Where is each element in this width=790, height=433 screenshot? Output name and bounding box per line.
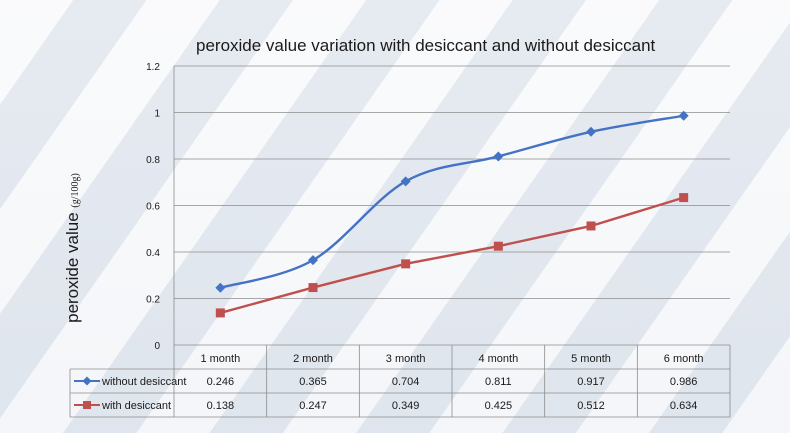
legend-series-name: with desiccant <box>101 400 171 412</box>
x-category-label: 4 month <box>478 353 518 365</box>
y-tick-label: 1 <box>154 109 160 120</box>
y-tick-label: 0.6 <box>146 202 160 213</box>
table-cell-value: 0.246 <box>207 376 235 388</box>
table-cell-value: 0.811 <box>485 376 512 388</box>
table-cell-value: 0.986 <box>670 376 698 388</box>
x-category-label: 5 month <box>571 353 611 365</box>
table-cell-value: 0.704 <box>392 376 420 388</box>
chart-title: peroxide value variation with desiccant … <box>196 36 656 55</box>
y-tick-label: 1.2 <box>146 62 160 73</box>
y-tick-label: 0 <box>154 341 160 352</box>
x-category-label: 6 month <box>664 353 704 365</box>
table-cell-value: 0.512 <box>577 400 605 412</box>
y-tick-label: 0.2 <box>146 295 160 306</box>
table-cell-value: 0.365 <box>299 376 327 388</box>
data-point-diamond <box>678 110 689 121</box>
data-point-square <box>401 259 411 269</box>
data-point-square <box>679 193 689 203</box>
table-cell-value: 0.634 <box>670 400 698 412</box>
data-point-diamond <box>215 282 226 293</box>
y-tick-label: 0.8 <box>146 155 160 166</box>
legend-series-name: without desiccant <box>101 376 186 388</box>
x-category-label: 3 month <box>386 353 426 365</box>
data-point-diamond <box>586 126 596 137</box>
series-line-without-desiccant <box>219 114 684 289</box>
data-point-diamond <box>308 255 318 266</box>
y-tick-label: 0.4 <box>146 248 160 259</box>
table-cell-value: 0.138 <box>207 400 235 412</box>
data-point-square <box>493 241 503 251</box>
x-category-label: 2 month <box>293 353 333 365</box>
x-category-label: 1 month <box>200 353 240 365</box>
data-point-square <box>586 221 596 231</box>
legend-marker-square <box>83 401 91 409</box>
table-cell-value: 0.247 <box>299 400 327 412</box>
series-line-with-desiccant <box>220 196 685 315</box>
table-cell-value: 0.425 <box>485 400 513 412</box>
legend-marker-diamond <box>82 376 92 386</box>
table-cell-value: 0.349 <box>392 400 420 412</box>
data-point-square <box>215 308 225 318</box>
data-point-square <box>308 283 318 293</box>
data-point-diamond <box>493 151 504 162</box>
data-point-diamond <box>400 176 411 187</box>
table-cell-value: 0.917 <box>577 376 605 388</box>
